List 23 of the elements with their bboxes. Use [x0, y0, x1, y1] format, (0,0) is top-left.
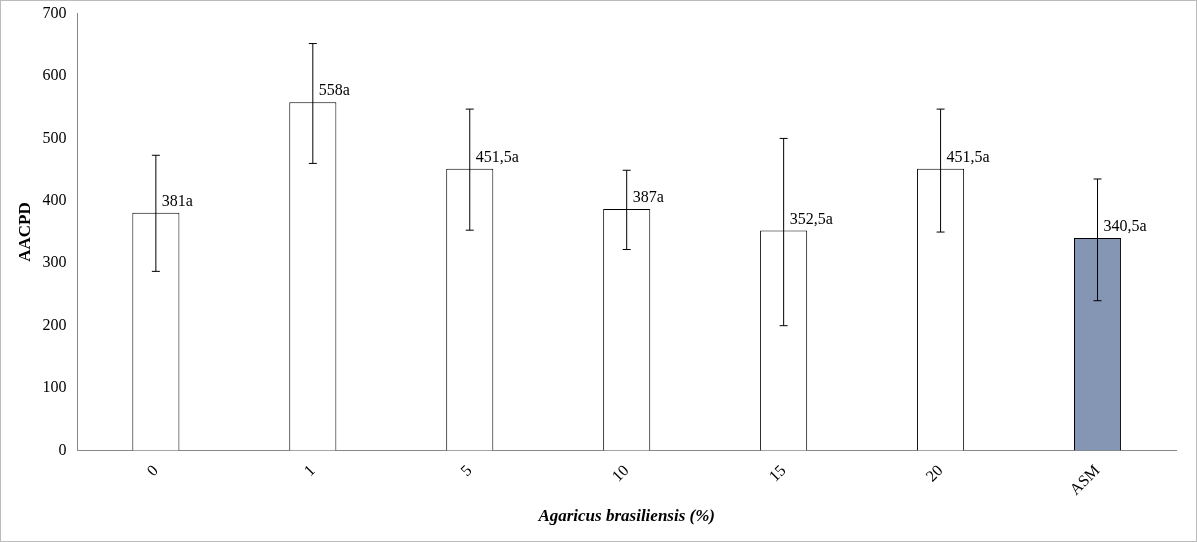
- x-tick-label: 20: [922, 461, 946, 485]
- y-tick-label: 600: [42, 66, 67, 84]
- y-tick-label: 100: [42, 378, 67, 396]
- data-label: 381a: [161, 191, 193, 209]
- x-tick-label: 0: [143, 461, 161, 480]
- x-tick-label: 15: [765, 461, 789, 485]
- data-label: 352,5a: [789, 209, 833, 227]
- data-label: 387a: [632, 188, 664, 206]
- data-label: 340,5a: [1103, 217, 1147, 235]
- y-tick-label: 500: [42, 128, 67, 146]
- y-tick-label: 700: [42, 3, 67, 21]
- y-tick-label: 0: [58, 440, 67, 458]
- x-axis-title: Agaricus brasiliensis (%): [537, 506, 716, 526]
- x-tick-label: 1: [300, 461, 318, 480]
- y-axis-title: AACPD: [14, 202, 34, 262]
- data-label: 558a: [318, 81, 350, 99]
- data-label: 451,5a: [946, 147, 990, 165]
- x-tick-label: 10: [608, 461, 632, 485]
- y-tick-label: 300: [42, 253, 67, 271]
- y-tick-label: 200: [42, 315, 67, 333]
- data-label: 451,5a: [475, 147, 519, 165]
- x-tick-label: 5: [457, 461, 475, 480]
- y-tick-label: 400: [42, 191, 67, 209]
